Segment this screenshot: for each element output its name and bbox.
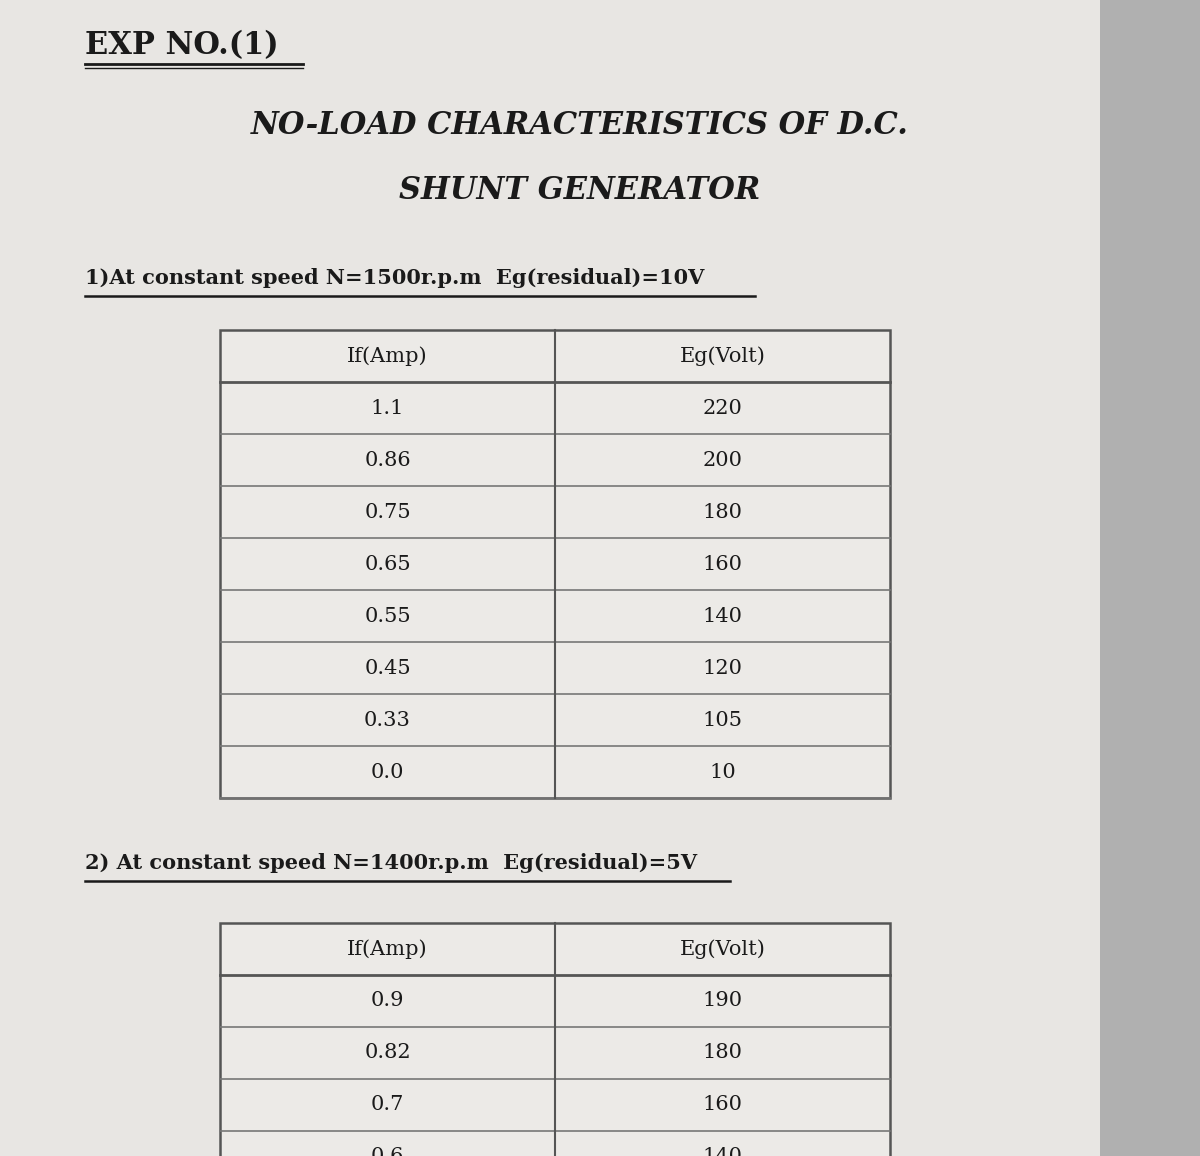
Text: 1.1: 1.1 xyxy=(371,399,404,417)
Text: 140: 140 xyxy=(702,607,743,625)
Text: EXP NO.(1): EXP NO.(1) xyxy=(85,30,278,61)
FancyBboxPatch shape xyxy=(220,329,890,798)
Text: 10: 10 xyxy=(709,763,736,781)
FancyBboxPatch shape xyxy=(220,922,890,1156)
Text: 0.0: 0.0 xyxy=(371,763,404,781)
Text: 220: 220 xyxy=(702,399,743,417)
FancyBboxPatch shape xyxy=(1100,0,1200,1156)
Text: 180: 180 xyxy=(702,1044,743,1062)
Text: 0.55: 0.55 xyxy=(364,607,410,625)
Text: 2) At constant speed N=1400r.p.m  Eg(residual)=5V: 2) At constant speed N=1400r.p.m Eg(resi… xyxy=(85,853,697,873)
FancyBboxPatch shape xyxy=(0,0,1154,1156)
Text: 0.9: 0.9 xyxy=(371,992,404,1010)
Text: Eg(Volt): Eg(Volt) xyxy=(679,939,766,958)
Text: 0.65: 0.65 xyxy=(364,555,410,573)
Text: 1)At constant speed N=1500r.p.m  Eg(residual)=10V: 1)At constant speed N=1500r.p.m Eg(resid… xyxy=(85,268,704,288)
Text: 0.75: 0.75 xyxy=(364,503,410,521)
Text: If(Amp): If(Amp) xyxy=(347,939,428,958)
Text: 0.7: 0.7 xyxy=(371,1096,404,1114)
Text: 105: 105 xyxy=(702,711,743,729)
Text: NO-LOAD CHARACTERISTICS OF D.C.: NO-LOAD CHARACTERISTICS OF D.C. xyxy=(251,110,908,141)
Text: 140: 140 xyxy=(702,1148,743,1156)
Text: 0.45: 0.45 xyxy=(364,659,410,677)
Text: 0.82: 0.82 xyxy=(364,1044,410,1062)
Text: 160: 160 xyxy=(702,1096,743,1114)
Text: SHUNT GENERATOR: SHUNT GENERATOR xyxy=(400,175,761,206)
Text: If(Amp): If(Amp) xyxy=(347,346,428,365)
Text: Eg(Volt): Eg(Volt) xyxy=(679,346,766,365)
Text: 180: 180 xyxy=(702,503,743,521)
Text: 0.86: 0.86 xyxy=(364,451,410,469)
Text: 120: 120 xyxy=(702,659,743,677)
Text: 160: 160 xyxy=(702,555,743,573)
Text: 0.33: 0.33 xyxy=(364,711,410,729)
Text: 0.6: 0.6 xyxy=(371,1148,404,1156)
Text: 190: 190 xyxy=(702,992,743,1010)
Text: 200: 200 xyxy=(702,451,743,469)
